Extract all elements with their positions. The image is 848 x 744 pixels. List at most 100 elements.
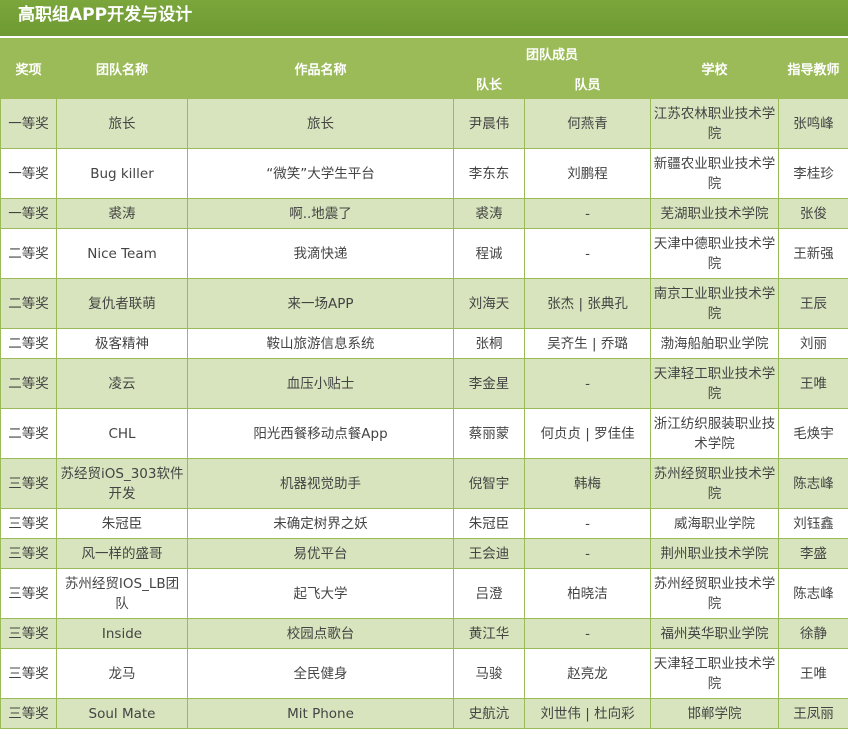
cell-work: “微笑”大学生平台 [187, 148, 454, 199]
header-award: 奖项 [0, 38, 57, 99]
cell-work: 易优平台 [187, 538, 454, 569]
cell-award: 二等奖 [0, 408, 57, 459]
page-title: 高职组APP开发与设计 [0, 0, 848, 38]
cell-member: 柏晓洁 [523, 568, 652, 619]
cell-team: Bug killer [56, 148, 188, 199]
table-row: 三等奖 朱冠臣 未确定树界之妖 朱冠臣 - 威海职业学院 刘钰鑫 [0, 508, 848, 539]
cell-school: 渤海船舶职业学院 [650, 328, 780, 359]
cell-member: 韩梅 [523, 458, 652, 509]
cell-teacher: 李盛 [778, 538, 848, 569]
cell-team: 龙马 [56, 648, 188, 699]
cell-leader: 李金星 [453, 358, 525, 409]
cell-work: 血压小贴士 [187, 358, 454, 409]
cell-school: 天津中德职业技术学院 [650, 228, 780, 279]
cell-leader: 史航沆 [453, 698, 525, 729]
cell-work: 啊..地震了 [187, 198, 454, 229]
cell-member: 刘世伟 | 杜向彩 [523, 698, 652, 729]
cell-teacher: 张俊 [778, 198, 848, 229]
cell-member: - [523, 358, 652, 409]
cell-leader: 朱冠臣 [453, 508, 525, 539]
cell-member: 何贞贞 | 罗佳佳 [523, 408, 652, 459]
cell-work: 机器视觉助手 [187, 458, 454, 509]
cell-school: 福州英华职业学院 [650, 618, 780, 649]
cell-leader: 王会迪 [453, 538, 525, 569]
cell-teacher: 王凤丽 [778, 698, 848, 729]
header-team: 团队名称 [56, 38, 188, 99]
table-row: 二等奖 凌云 血压小贴士 李金星 - 天津轻工职业技术学院 王唯 [0, 358, 848, 409]
cell-work: 鞍山旅游信息系统 [187, 328, 454, 359]
awards-table: 奖项 团队名称 作品名称 团队成员 学校 指导教师 队长 队员 一等奖 旅长 旅长尹… [0, 38, 848, 729]
cell-team: 凌云 [56, 358, 188, 409]
cell-member: - [523, 228, 652, 279]
cell-team: 旅长 [56, 98, 188, 149]
cell-leader: 倪智宇 [453, 458, 525, 509]
cell-teacher: 毛焕宇 [778, 408, 848, 459]
cell-team: Soul Mate [56, 698, 188, 729]
cell-teacher: 王辰 [778, 278, 848, 329]
cell-award: 三等奖 [0, 568, 57, 619]
cell-teacher: 李桂珍 [778, 148, 848, 199]
cell-award: 二等奖 [0, 278, 57, 329]
cell-award: 三等奖 [0, 698, 57, 729]
cell-school: 苏州经贸职业技术学院 [650, 568, 780, 619]
cell-work: 旅长 [187, 98, 454, 149]
table-row: 三等奖 风一样的盛哥 易优平台 王会迪 - 荆州职业技术学院 李盛 [0, 538, 848, 569]
cell-leader: 吕澄 [453, 568, 525, 619]
table-row: 一等奖 裘涛 啊..地震了 裘涛 - 芜湖职业技术学院 张俊 [0, 198, 848, 229]
cell-leader: 尹晨伟 [453, 98, 525, 149]
cell-school: 浙江纺织服装职业技术学院 [650, 408, 780, 459]
table-row: 三等奖 Inside 校园点歌台 黄江华 - 福州英华职业学院 徐静 [0, 618, 848, 649]
table-row: 一等奖 Bug killer “微笑”大学生平台 李东东 刘鹏程 新疆农业职业技术学院 李桂… [0, 148, 848, 199]
cell-school: 芜湖职业技术学院 [650, 198, 780, 229]
table-row: 二等奖 复仇者联萌 来一场APP 刘海天 张杰 | 张典孔 南京工业职业技术学院 王辰 [0, 278, 848, 329]
cell-award: 一等奖 [0, 98, 57, 149]
cell-team: Inside [56, 618, 188, 649]
cell-award: 三等奖 [0, 648, 57, 699]
cell-work: 阳光西餐移动点餐App [187, 408, 454, 459]
cell-school: 威海职业学院 [650, 508, 780, 539]
header-work: 作品名称 [187, 38, 454, 99]
cell-award: 二等奖 [0, 228, 57, 279]
cell-award: 三等奖 [0, 618, 57, 649]
cell-school: 江苏农林职业技术学院 [650, 98, 780, 149]
cell-team: 朱冠臣 [56, 508, 188, 539]
cell-award: 三等奖 [0, 508, 57, 539]
cell-team: 极客精神 [56, 328, 188, 359]
header-leader: 队长 [453, 68, 525, 99]
cell-school: 苏州经贸职业技术学院 [650, 458, 780, 509]
cell-leader: 马骏 [453, 648, 525, 699]
cell-teacher: 刘钰鑫 [778, 508, 848, 539]
cell-award: 三等奖 [0, 458, 57, 509]
cell-work: Mit Phone [187, 698, 454, 729]
table-row: 二等奖 Nice Team 我滴快递 程诚 - 天津中德职业技术学院 王新强 [0, 228, 848, 279]
cell-work: 来一场APP [187, 278, 454, 329]
header-school: 学校 [650, 38, 780, 99]
cell-leader: 张桐 [453, 328, 525, 359]
cell-teacher: 王新强 [778, 228, 848, 279]
cell-teacher: 陈志峰 [778, 458, 848, 509]
cell-member: - [523, 538, 652, 569]
cell-member: - [523, 508, 652, 539]
cell-award: 二等奖 [0, 358, 57, 409]
cell-teacher: 王唯 [778, 648, 848, 699]
cell-member: 张杰 | 张典孔 [523, 278, 652, 329]
cell-work: 起飞大学 [187, 568, 454, 619]
header-teacher: 指导教师 [778, 38, 848, 99]
cell-award: 一等奖 [0, 198, 57, 229]
table-row: 三等奖 Soul Mate Mit Phone 史航沆 刘世伟 | 杜向彩 邯郸学院 王凤丽 [0, 698, 848, 729]
cell-leader: 裘涛 [453, 198, 525, 229]
cell-teacher: 刘丽 [778, 328, 848, 359]
cell-award: 一等奖 [0, 148, 57, 199]
cell-member: 赵亮龙 [523, 648, 652, 699]
cell-team: 苏经贸iOS_303软件开发 [56, 458, 188, 509]
cell-school: 新疆农业职业技术学院 [650, 148, 780, 199]
cell-member: - [523, 198, 652, 229]
cell-team: 裘涛 [56, 198, 188, 229]
table-row: 二等奖 CHL 阳光西餐移动点餐App 蔡丽蒙 何贞贞 | 罗佳佳 浙江纺织服装职业技术学… [0, 408, 848, 459]
cell-work: 未确定树界之妖 [187, 508, 454, 539]
cell-teacher: 徐静 [778, 618, 848, 649]
cell-school: 荆州职业技术学院 [650, 538, 780, 569]
cell-school: 天津轻工职业技术学院 [650, 358, 780, 409]
cell-work: 全民健身 [187, 648, 454, 699]
table-row: 二等奖 极客精神 鞍山旅游信息系统 张桐 吴齐生 | 乔璐 渤海船舶职业学院 刘丽 [0, 328, 848, 359]
